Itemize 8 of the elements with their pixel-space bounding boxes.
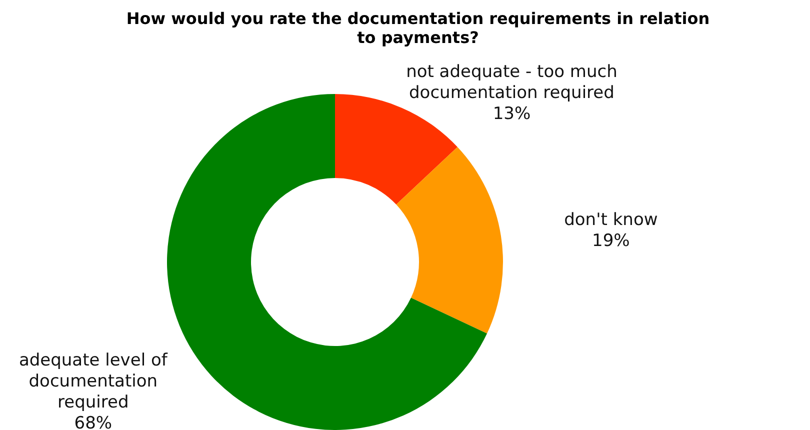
data-label: 68% <box>74 414 112 430</box>
data-label: 19% <box>592 231 630 252</box>
slice-label: don't know <box>564 210 658 230</box>
slice-label: not adequate - too much documentation required <box>406 62 618 103</box>
data-label: 13% <box>492 104 531 124</box>
donut-slice <box>396 146 503 334</box>
chart-title: How would you rate the documentation requirements in relation to payments? <box>126 9 710 47</box>
slice-label: adequate level of documentation required <box>18 350 168 413</box>
